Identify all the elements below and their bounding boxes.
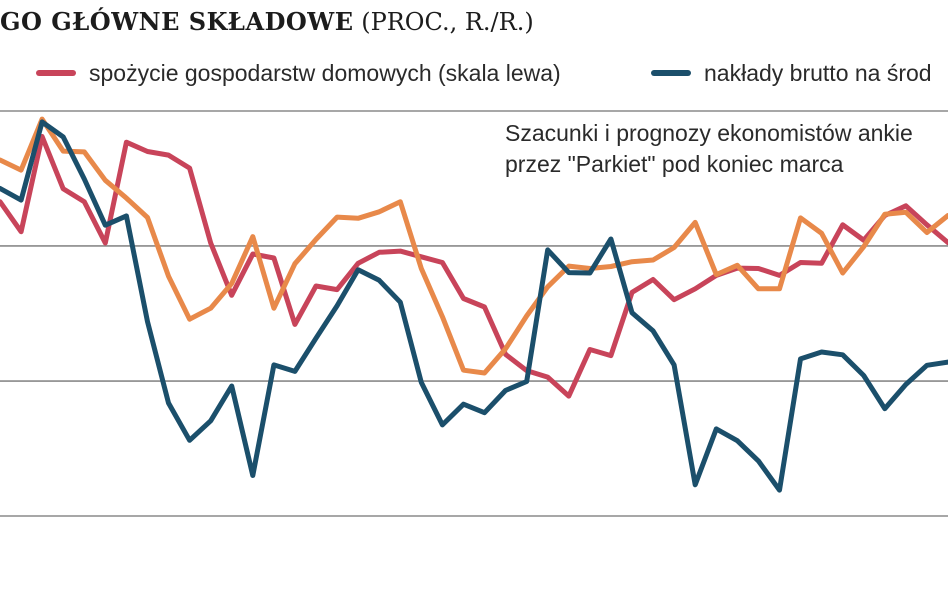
legend-label-consumption: spożycie gospodarstw domowych (skala lew… — [89, 59, 561, 86]
chart-annotation: Szacunki i prognozy ekonomistów ankie pr… — [505, 118, 913, 180]
legend-label-investment: nakłady brutto na środ — [704, 59, 932, 86]
annotation-line-1: Szacunki i prognozy ekonomistów ankie — [505, 120, 913, 146]
annotation-line-2: przez "Parkiet" pod koniec marca — [505, 151, 844, 177]
legend-item-investment: nakłady brutto na środ — [651, 57, 932, 89]
chart-title-unit: (PROC., R./R.) — [361, 8, 534, 36]
legend-swatch-investment — [651, 70, 691, 76]
chart-title: GO GŁÓWNE SKŁADOWE (PROC., R./R.) — [0, 6, 534, 38]
series-line-orange — [0, 116, 948, 376]
chart-title-main: GO GŁÓWNE SKŁADOWE — [0, 7, 354, 36]
series-line-investment — [0, 119, 948, 493]
series-line-consumption — [0, 134, 948, 399]
legend-item-consumption: spożycie gospodarstw domowych (skala lew… — [36, 57, 561, 89]
legend-swatch-consumption — [36, 70, 76, 76]
series-lines — [0, 116, 948, 493]
